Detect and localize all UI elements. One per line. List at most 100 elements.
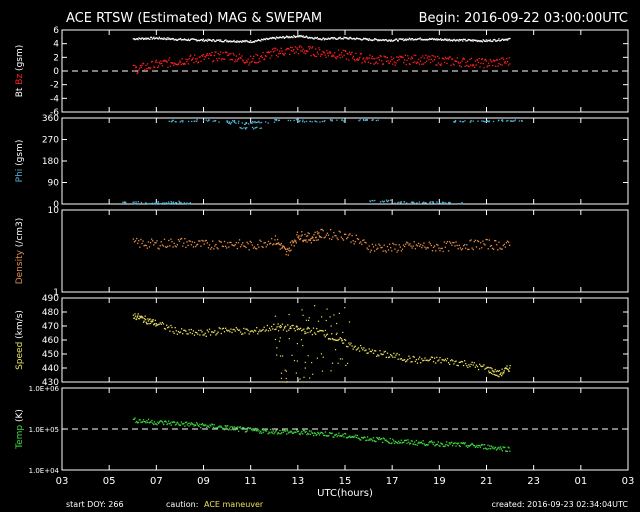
temp-point [460,442,462,444]
x-axis-label: UTC(hours) [317,488,373,499]
speed-point-scatter [345,364,347,366]
bz-point [147,67,149,69]
density-point [445,242,448,244]
bt-point [192,38,194,40]
bt-point [264,38,266,40]
bz-point [249,62,251,64]
bt-point [204,39,206,42]
bz-point [368,57,370,59]
temp-point [264,430,267,432]
bz-point [488,62,490,64]
density-point [285,253,287,256]
temp-point [483,444,486,446]
bz-point [307,50,309,52]
bz-point [328,52,330,54]
density-point [370,249,373,251]
speed-point [278,325,280,328]
temp-point [294,431,296,433]
density-point [222,245,225,248]
temp-point [450,442,452,444]
phi-point [484,121,486,123]
bt-point [480,40,482,42]
bz-point [376,57,378,59]
speed-point [277,323,279,325]
bt-point [433,38,435,41]
speed-point [402,359,405,361]
density-point [490,244,493,247]
speed-point-scatter [291,354,293,356]
bz-point [397,56,399,58]
temp-point [137,421,140,424]
density-point [356,238,359,240]
bz-point [276,49,278,51]
phi-point [175,202,178,204]
bz-point [432,60,434,62]
bt-point [359,38,362,40]
temp-point [494,446,497,448]
phi-point [359,119,361,121]
bt-point [405,39,407,41]
bt-point [137,38,139,41]
x-tick-label: 11 [244,476,257,487]
density-point [247,243,249,245]
speed-point [211,331,213,333]
speed-point [406,360,408,362]
phi-point [191,120,193,123]
temp-point [296,429,298,431]
speed-point [429,358,431,360]
bz-point [264,55,267,57]
bt-point [355,38,357,40]
phi-point [501,119,504,121]
phi-point [311,121,313,123]
density-point [266,244,269,246]
speed-point [396,352,398,355]
bz-point [455,60,457,62]
speed-point-scatter [331,337,334,340]
bt-point [169,38,171,41]
speed-point-scatter [274,338,277,341]
speed-point [161,321,163,324]
speed-point [340,338,343,340]
bt-point [478,40,480,42]
bz-point [396,60,399,62]
density-point [391,250,393,252]
bz-point [499,63,502,66]
bz-point [505,62,507,64]
bz-point [207,54,209,57]
speed-point [242,333,244,335]
bz-point [379,54,381,57]
bz-point [283,54,285,56]
phi-point [323,120,325,123]
density-point [280,244,282,246]
temp-point [230,429,232,431]
density-point [294,239,296,241]
temp-point [390,442,392,445]
bt-point [223,41,225,43]
temp-point [193,425,195,427]
bz-point [270,51,272,53]
bz-point [419,60,421,62]
phi-point [377,119,379,121]
bt-point [382,39,385,41]
speed-point [506,365,508,367]
y-axis-label-part: Bz [15,71,25,85]
bt-point [447,39,450,41]
speed-point [215,334,217,336]
temp-point [287,432,290,434]
density-point [363,239,365,241]
density-point [387,249,390,251]
density-point [279,243,281,246]
bz-point [279,52,282,55]
bt-point [238,41,241,43]
bt-point [271,37,273,40]
bt-point [239,40,241,42]
speed-point [485,367,487,369]
temp-point [352,436,354,439]
speed-point [424,357,426,359]
density-point [308,239,310,241]
bt-point [150,36,153,39]
speed-point-scatter [296,326,299,328]
density-point [262,246,264,249]
bz-point [306,50,308,53]
phi-point [175,201,177,204]
